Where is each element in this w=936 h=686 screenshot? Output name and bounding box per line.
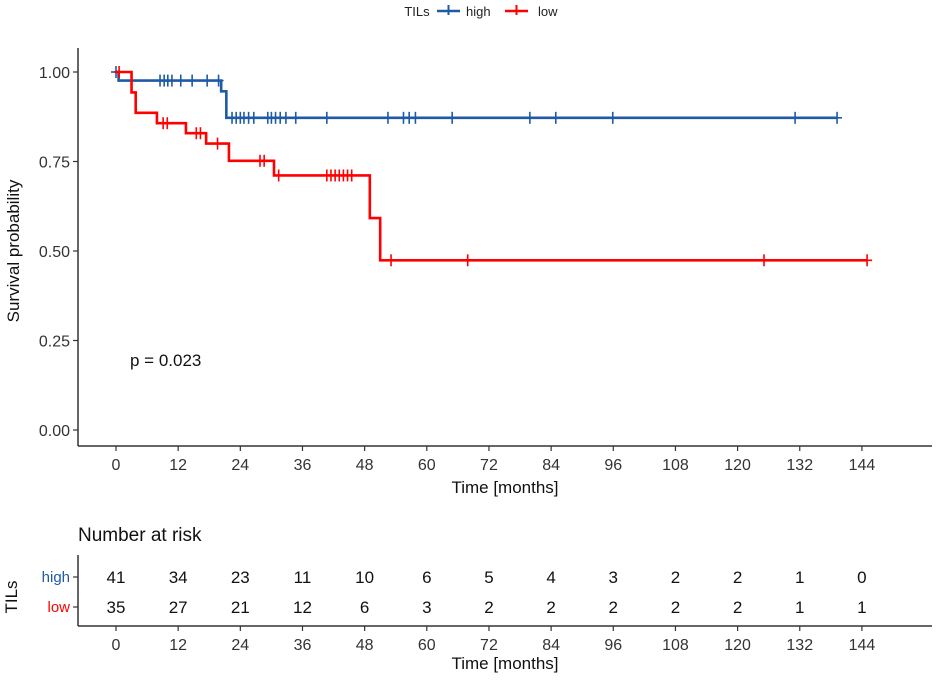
- risk-count-low: 2: [671, 598, 680, 617]
- x-axis-title: Time [months]: [451, 478, 558, 497]
- risk-x-tick-label: 108: [662, 637, 689, 654]
- risk-count-low: 6: [360, 598, 369, 617]
- curve-low: [116, 70, 868, 262]
- x-tick-label: 36: [294, 457, 312, 474]
- legend-key-high: [437, 5, 460, 15]
- risk-table: Number at risk TILs high 41 34 23 11 10 6 5 4 3 2 2…: [2, 525, 932, 673]
- curve-high: [116, 70, 838, 120]
- risk-x-tick-label: 144: [849, 637, 876, 654]
- risk-count-low: 27: [169, 598, 188, 617]
- risk-x-tick-label: 36: [294, 637, 312, 654]
- x-tick-label: 132: [786, 457, 813, 474]
- risk-count-high: 1: [795, 568, 804, 587]
- y-tick-label: 0.75: [39, 155, 70, 172]
- y-tick-label: 0.25: [39, 334, 70, 351]
- risk-x-tick-label: 72: [480, 637, 498, 654]
- x-tick-label: 96: [604, 457, 622, 474]
- risk-table-y-title: TILs: [2, 580, 21, 613]
- risk-count-low: 12: [293, 598, 312, 617]
- risk-count-low: 2: [609, 598, 618, 617]
- risk-count-high: 3: [609, 568, 618, 587]
- y-tick-label: 1.00: [39, 65, 70, 82]
- x-tick-label: 48: [356, 457, 374, 474]
- risk-count-high: 0: [857, 568, 866, 587]
- risk-count-low: 1: [795, 598, 804, 617]
- y-axis-title: Survival probability: [4, 179, 23, 322]
- risk-count-low: 2: [546, 598, 555, 617]
- risk-row-label-high: high: [42, 569, 70, 586]
- x-tick-label: 72: [480, 457, 498, 474]
- y-ticks: 0.00 0.25 0.50 0.75 1.00: [39, 65, 78, 440]
- risk-x-tick-label: 12: [169, 637, 187, 654]
- risk-x-axis-title: Time [months]: [451, 654, 558, 673]
- risk-x-tick-label: 60: [418, 637, 436, 654]
- survival-curves: [111, 66, 873, 267]
- risk-count-low: 1: [857, 598, 866, 617]
- risk-count-low: 3: [422, 598, 431, 617]
- legend-label-low: low: [538, 4, 558, 19]
- risk-count-high: 2: [733, 568, 742, 587]
- risk-x-tick-label: 48: [356, 637, 374, 654]
- legend-label-high: high: [466, 4, 491, 19]
- risk-x-tick-label: 132: [786, 637, 813, 654]
- risk-count-high: 11: [294, 568, 312, 587]
- risk-count-high: 2: [671, 568, 680, 587]
- x-tick-label: 0: [112, 457, 121, 474]
- legend-title: TILs: [404, 4, 430, 19]
- risk-x-tick-label: 84: [542, 637, 560, 654]
- risk-x-tick-label: 0: [112, 637, 121, 654]
- risk-count-low: 21: [231, 598, 250, 617]
- risk-x-tick-label: 96: [604, 637, 622, 654]
- y-tick-label: 0.00: [39, 423, 70, 440]
- x-ticks: 0 12 24 36 48 60 72 84 96 108 120 132 144: [112, 446, 876, 474]
- risk-table-title: Number at risk: [78, 525, 202, 546]
- legend-key-low: [505, 5, 528, 15]
- x-tick-label: 60: [418, 457, 436, 474]
- risk-x-tick-label: 120: [724, 637, 751, 654]
- risk-count-high: 23: [231, 568, 250, 587]
- risk-count-high: 34: [169, 568, 188, 587]
- risk-count-high: 41: [107, 568, 126, 587]
- risk-count-high: 5: [484, 568, 493, 587]
- x-tick-label: 84: [542, 457, 560, 474]
- legend: TILs high low: [404, 4, 558, 19]
- risk-count-low: 35: [107, 598, 126, 617]
- x-tick-label: 120: [724, 457, 751, 474]
- risk-count-low: 2: [484, 598, 493, 617]
- risk-count-high: 4: [546, 568, 555, 587]
- x-tick-label: 144: [849, 457, 876, 474]
- risk-count-high: 6: [422, 568, 431, 587]
- x-tick-label: 108: [662, 457, 689, 474]
- risk-count-high: 10: [355, 568, 374, 587]
- survival-plot: 0.00 0.25 0.50 0.75 1.00 0 12 24 36 48 60 72 84 96 10…: [4, 48, 932, 497]
- x-tick-label: 12: [169, 457, 187, 474]
- risk-x-tick-label: 24: [231, 637, 249, 654]
- risk-count-low: 2: [733, 598, 742, 617]
- p-value-annotation: p = 0.023: [130, 351, 201, 370]
- y-tick-label: 0.50: [39, 244, 70, 261]
- x-tick-label: 24: [231, 457, 249, 474]
- risk-x-ticks: 0 12 24 36 48 60 72 84 96 108 120 132 144: [112, 626, 876, 654]
- risk-row-label-low: low: [47, 599, 70, 616]
